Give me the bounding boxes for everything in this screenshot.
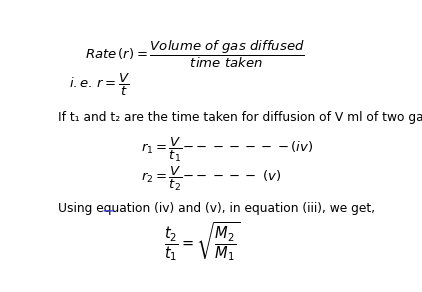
Text: Using equation (iv) and (v), in equation (iii), we get,: Using equation (iv) and (v), in equation… [58, 202, 375, 215]
Text: $r_1 = \dfrac{V}{t_1}\mathit{-------(iv)}$: $r_1 = \dfrac{V}{t_1}\mathit{-------(iv)… [141, 136, 314, 164]
Text: $r_2 = \dfrac{V}{t_2}\mathit{-----\ (v)}$: $r_2 = \dfrac{V}{t_2}\mathit{-----\ (v)}… [141, 165, 281, 194]
Text: $\mathit{i.e.}\,r = \dfrac{V}{t}$: $\mathit{i.e.}\,r = \dfrac{V}{t}$ [69, 72, 130, 98]
Text: If t₁ and t₂ are the time taken for diffusion of V ml of two gases, then: If t₁ and t₂ are the time taken for diff… [58, 111, 422, 124]
Text: $\mathit{Rate\,(r)} = \dfrac{\mathit{Volume\ of\ gas\ diffused}}{\mathit{time\ t: $\mathit{Rate\,(r)} = \dfrac{\mathit{Vol… [86, 39, 305, 70]
Text: $\dfrac{t_2}{t_1} = \sqrt{\dfrac{M_2}{M_1}}$: $\dfrac{t_2}{t_1} = \sqrt{\dfrac{M_2}{M_… [164, 220, 240, 263]
